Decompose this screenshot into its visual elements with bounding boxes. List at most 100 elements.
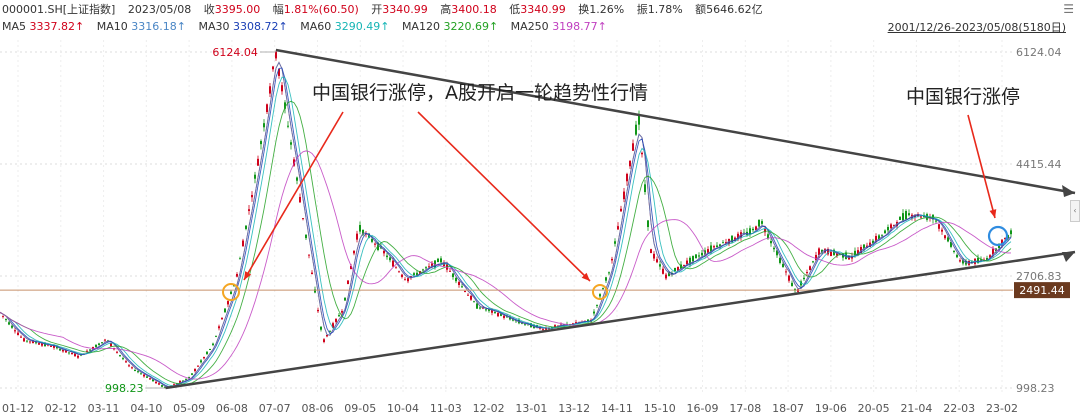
candle-body: [50, 345, 52, 347]
candle-body: [326, 335, 328, 337]
candle-body: [764, 229, 766, 233]
candle-body: [641, 152, 643, 155]
candle-body: [542, 329, 544, 331]
candle-body: [485, 309, 487, 311]
candle-body: [305, 234, 307, 239]
candle-body: [293, 159, 295, 166]
candle-body: [836, 253, 838, 256]
candle-body: [359, 225, 361, 232]
candle-body: [221, 318, 223, 320]
candle-body: [956, 254, 958, 258]
candle-body: [275, 51, 277, 59]
date-range-selector[interactable]: 2001/12/26-2023/05/08(5180日): [887, 21, 1066, 34]
candle-body: [140, 373, 142, 375]
candle-body: [944, 235, 946, 239]
candle-body: [29, 341, 31, 343]
candle-body: [821, 250, 823, 253]
candle-body: [71, 352, 73, 354]
candle-body: [785, 271, 787, 273]
candle-body: [638, 114, 640, 125]
candle-body: [218, 326, 220, 329]
candle-body: [692, 255, 694, 262]
x-tick-label: 17-08: [729, 402, 761, 415]
x-tick-label: 14-11: [601, 402, 633, 415]
candle-body: [710, 245, 712, 252]
candle-body: [719, 244, 721, 247]
candle-body: [215, 335, 217, 337]
candle-body: [875, 235, 877, 242]
candle-body: [881, 234, 883, 236]
quote-header: 000001.SH[上证指数] 2023/05/08 收3395.00 幅1.8…: [0, 0, 1080, 40]
candle-body: [32, 340, 34, 344]
candle-body: [212, 343, 214, 346]
candle-body: [479, 307, 481, 309]
y-tick-label: 998.23: [1016, 382, 1055, 395]
y-tick-label: 2706.83: [1016, 270, 1062, 283]
x-tick-label: 18-07: [772, 402, 804, 415]
candle-body: [38, 343, 40, 345]
candle-body: [182, 380, 184, 382]
ma-line-ma30: [0, 67, 1012, 388]
candle-body: [701, 252, 703, 256]
candle-body: [155, 381, 157, 384]
candle-body: [497, 312, 499, 317]
candle-body: [863, 244, 865, 249]
menu-icon[interactable]: ☰: [1063, 2, 1074, 16]
candle-body: [770, 241, 772, 244]
ma-item-ma120: MA120 3220.69↑: [402, 20, 498, 33]
x-tick-label: 08-06: [301, 402, 333, 415]
ma-line-ma60: [0, 76, 1012, 387]
candle-body: [887, 227, 889, 231]
candle-body: [629, 160, 631, 167]
x-tick-label: 10-04: [387, 402, 419, 415]
candle-body: [404, 279, 406, 281]
candle-body: [704, 250, 706, 255]
candle-body: [23, 338, 25, 342]
highlight-circle-2014: [592, 284, 608, 300]
candle-body: [362, 229, 364, 235]
ma-label: MA5: [2, 20, 27, 33]
candle-body: [737, 233, 739, 240]
highlight-circle-2006: [222, 283, 240, 301]
candle-body: [35, 342, 37, 344]
candle-body: [767, 234, 769, 239]
candle-body: [809, 266, 811, 271]
candle-body: [98, 343, 100, 346]
candle-body: [905, 211, 907, 220]
candle-body: [491, 309, 493, 313]
candle-body: [959, 260, 961, 262]
candle-body: [470, 295, 472, 300]
candle-body: [695, 254, 697, 258]
candle-body: [647, 220, 649, 228]
candle-body: [65, 350, 67, 353]
turnover-label: 换: [578, 3, 590, 16]
x-tick-label: 22-03: [943, 402, 975, 415]
candle-body: [437, 258, 439, 263]
candle-body: [122, 358, 124, 360]
candle-body: [77, 355, 79, 358]
open-label: 开: [371, 3, 383, 16]
candle-body: [593, 311, 595, 314]
ma-legend: MA5 3337.82↑ MA10 3316.18↑ MA30 3308.72↑…: [2, 20, 616, 33]
candle-body: [803, 277, 805, 280]
candle-body: [257, 158, 259, 166]
candle-body: [248, 209, 250, 211]
candle-body: [977, 257, 979, 264]
turnover-value: 1.26%: [589, 3, 625, 16]
candle-body: [149, 378, 151, 380]
candle-body: [635, 124, 637, 135]
symbol-label[interactable]: 000001.SH[上证指数]: [2, 3, 116, 16]
candle-body: [872, 240, 874, 244]
candle-body: [659, 264, 661, 267]
change-quote: 幅1.81%(60.50): [273, 3, 359, 16]
x-tick-label: 04-10: [130, 402, 162, 415]
candle-body: [383, 250, 385, 254]
candle-body: [251, 194, 253, 198]
amount-label: 额: [695, 3, 707, 16]
collapse-handle-icon[interactable]: ‹: [1070, 200, 1080, 222]
x-tick-label: 12-02: [473, 402, 505, 415]
candle-body: [893, 224, 895, 226]
candle-body: [2, 315, 4, 317]
amount-value: 5646.62亿: [706, 3, 763, 16]
candle-body: [713, 246, 715, 248]
